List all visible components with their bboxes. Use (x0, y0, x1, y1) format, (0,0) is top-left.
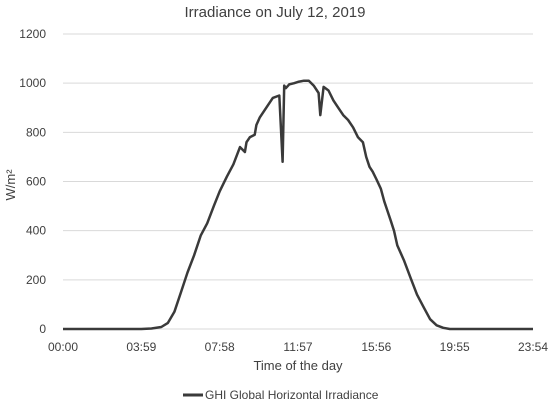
grid-lines (63, 33, 533, 330)
y-tick-label: 1000 (19, 76, 46, 90)
legend: GHI Global Horizontal Irradiance (183, 388, 379, 402)
y-tick-label: 200 (26, 273, 46, 287)
x-tick-label: 00:00 (48, 340, 78, 354)
x-tick-label: 19:55 (440, 340, 470, 354)
y-axis-title: W/m² (3, 169, 18, 201)
x-tick-label: 03:59 (126, 340, 156, 354)
x-tick-label: 11:57 (283, 340, 312, 354)
y-tick-label: 0 (39, 322, 46, 336)
x-tick-label: 23:54 (518, 340, 548, 354)
chart-title: Irradiance on July 12, 2019 (185, 4, 366, 21)
y-tick-label: 1200 (19, 27, 46, 41)
x-tick-label: 15:56 (361, 340, 391, 354)
y-tick-label: 400 (26, 224, 46, 238)
x-tick-label: 07:58 (205, 340, 235, 354)
x-axis-title: Time of the day (253, 358, 343, 373)
y-tick-label: 600 (26, 175, 46, 189)
y-tick-label: 800 (26, 125, 46, 139)
x-tick-labels: 00:00 03:59 07:58 11:57 15:56 19:55 23:54 (48, 340, 548, 354)
series-line-ghi (63, 79, 533, 331)
legend-label: GHI Global Horizontal Irradiance (205, 388, 379, 402)
y-tick-labels: 0 200 400 600 800 1000 1200 (19, 27, 46, 336)
